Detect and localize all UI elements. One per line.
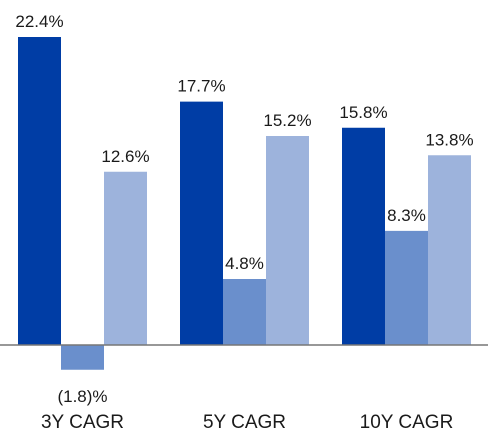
category-label-10y-cagr: 10Y CAGR — [360, 412, 454, 433]
bar-3y-cagr-series-1 — [18, 37, 61, 345]
value-labels-layer: 22.4% (1.8)% 12.6% 17.7% 4.8% 15.2% 15.8% 8.3% 1… — [15, 12, 473, 406]
data-label-10y-cagr-series-2: 8.3% — [387, 206, 426, 225]
data-label-5y-cagr-series-3: 15.2% — [263, 111, 311, 130]
data-label-5y-cagr-series-2: 4.8% — [225, 254, 264, 273]
bar-5y-cagr-series-3 — [266, 136, 309, 345]
bar-5y-cagr-series-1 — [180, 101, 223, 345]
bar-10y-cagr-series-3 — [428, 155, 471, 345]
data-label-10y-cagr-series-3: 13.8% — [425, 130, 473, 149]
category-label-3y-cagr: 3Y CAGR — [41, 412, 124, 433]
category-label-5y-cagr: 5Y CAGR — [203, 412, 286, 433]
bar-3y-cagr-series-3 — [104, 171, 147, 345]
data-label-3y-cagr-series-2: (1.8)% — [57, 387, 107, 406]
bar-3y-cagr-series-2 — [61, 345, 104, 370]
category-labels-layer: 3Y CAGR 5Y CAGR 10Y CAGR — [41, 412, 453, 433]
data-label-10y-cagr-series-1: 15.8% — [339, 103, 387, 122]
bars-layer — [18, 37, 471, 370]
data-label-5y-cagr-series-1: 17.7% — [177, 77, 225, 96]
bar-10y-cagr-series-2 — [385, 230, 428, 345]
bar-5y-cagr-series-2 — [223, 279, 266, 345]
data-label-3y-cagr-series-3: 12.6% — [101, 147, 149, 166]
data-label-3y-cagr-series-1: 22.4% — [15, 12, 63, 31]
bar-10y-cagr-series-1 — [342, 127, 385, 345]
